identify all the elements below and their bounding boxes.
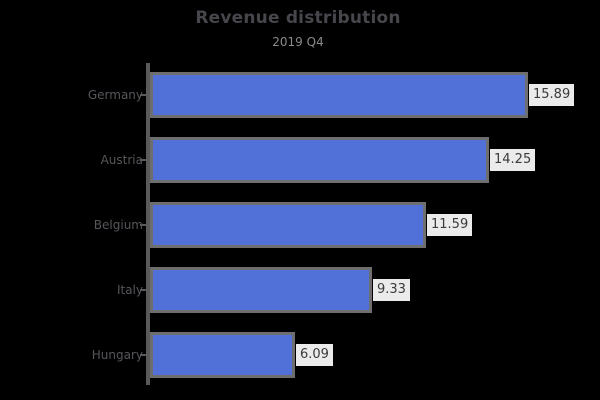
category-label: Belgium: [93, 218, 143, 232]
value-label: 9.33: [373, 279, 410, 301]
bar: [150, 267, 372, 313]
bar: [150, 72, 528, 118]
bar: [150, 137, 489, 183]
category-label: Italy: [116, 283, 143, 297]
value-label: 6.09: [296, 344, 333, 366]
y-axis-tick: [140, 289, 146, 291]
value-label: 14.25: [490, 149, 536, 171]
y-axis-tick: [140, 159, 146, 161]
y-axis-line: [146, 63, 150, 385]
bar: [150, 202, 426, 248]
category-label: Austria: [100, 153, 143, 167]
category-label: Hungary: [91, 348, 143, 362]
chart-title: Revenue distribution: [195, 8, 401, 28]
bar: [150, 332, 295, 378]
category-label: Germany: [87, 88, 143, 102]
y-axis-tick: [140, 354, 146, 356]
y-axis-tick: [140, 94, 146, 96]
value-label: 15.89: [529, 84, 575, 106]
y-axis-tick: [140, 224, 146, 226]
chart-subtitle: 2019 Q4: [272, 35, 324, 49]
value-label: 11.59: [427, 214, 473, 236]
